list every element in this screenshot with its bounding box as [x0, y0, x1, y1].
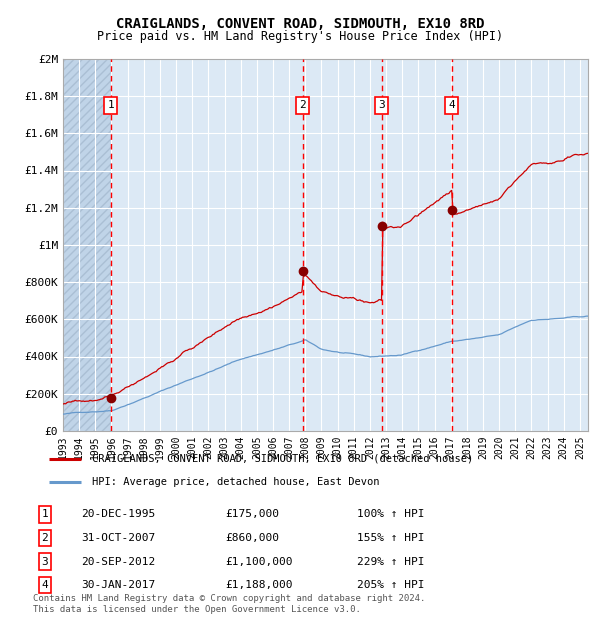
- Text: Price paid vs. HM Land Registry's House Price Index (HPI): Price paid vs. HM Land Registry's House …: [97, 30, 503, 43]
- Text: 3: 3: [41, 557, 49, 567]
- Text: 1: 1: [107, 100, 115, 110]
- Text: HPI: Average price, detached house, East Devon: HPI: Average price, detached house, East…: [92, 477, 379, 487]
- Text: £1,100,000: £1,100,000: [225, 557, 293, 567]
- Text: CRAIGLANDS, CONVENT ROAD, SIDMOUTH, EX10 8RD (detached house): CRAIGLANDS, CONVENT ROAD, SIDMOUTH, EX10…: [92, 454, 473, 464]
- Text: 3: 3: [378, 100, 385, 110]
- Text: Contains HM Land Registry data © Crown copyright and database right 2024.
This d: Contains HM Land Registry data © Crown c…: [33, 595, 425, 614]
- Text: 1: 1: [41, 510, 49, 520]
- Text: 2: 2: [41, 533, 49, 543]
- Text: 2: 2: [299, 100, 306, 110]
- Text: £175,000: £175,000: [225, 510, 279, 520]
- Text: 30-JAN-2017: 30-JAN-2017: [81, 580, 155, 590]
- Text: 31-OCT-2007: 31-OCT-2007: [81, 533, 155, 543]
- Text: CRAIGLANDS, CONVENT ROAD, SIDMOUTH, EX10 8RD: CRAIGLANDS, CONVENT ROAD, SIDMOUTH, EX10…: [116, 17, 484, 32]
- Text: 155% ↑ HPI: 155% ↑ HPI: [357, 533, 425, 543]
- Text: 4: 4: [41, 580, 49, 590]
- Bar: [63, 59, 111, 431]
- Text: £1,188,000: £1,188,000: [225, 580, 293, 590]
- Text: 4: 4: [449, 100, 455, 110]
- Text: 229% ↑ HPI: 229% ↑ HPI: [357, 557, 425, 567]
- Text: 20-SEP-2012: 20-SEP-2012: [81, 557, 155, 567]
- Text: 20-DEC-1995: 20-DEC-1995: [81, 510, 155, 520]
- Text: 205% ↑ HPI: 205% ↑ HPI: [357, 580, 425, 590]
- Bar: [63, 59, 111, 431]
- Text: £860,000: £860,000: [225, 533, 279, 543]
- Text: 100% ↑ HPI: 100% ↑ HPI: [357, 510, 425, 520]
